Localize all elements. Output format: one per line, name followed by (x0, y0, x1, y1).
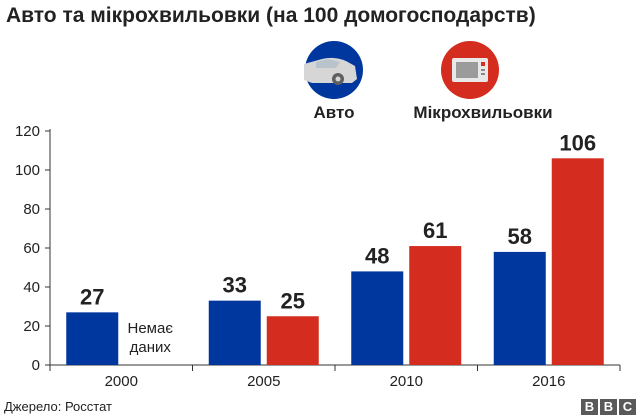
x-tick-label: 2016 (532, 373, 565, 390)
bar-value-label: 33 (223, 273, 247, 298)
bar-microwaves-2005 (266, 316, 319, 365)
legend-item-cars: Авто (304, 41, 363, 122)
y-tick-label: 60 (23, 240, 40, 257)
x-tick-label: 2005 (247, 373, 280, 390)
y-tick-label: 120 (15, 123, 40, 140)
bar-cars-2010 (351, 271, 404, 365)
bar-value-label: 58 (508, 224, 532, 249)
no-data-label: даних (130, 339, 172, 356)
car-icon (304, 57, 357, 85)
bar-value-label: 61 (423, 218, 447, 243)
y-tick-label: 0 (32, 357, 40, 374)
bbc-logo-letter: C (619, 399, 636, 415)
microwave-icon (452, 58, 488, 82)
legend-microwaves-label: Мікрохвильовки (413, 103, 552, 122)
bar-microwaves-2016 (551, 158, 604, 365)
legend-item-microwaves: Мікрохвильовки (413, 41, 553, 122)
bar-cars-2016 (493, 251, 546, 365)
no-data-label: Немає (128, 320, 174, 337)
y-tick-label: 80 (23, 201, 40, 218)
x-axis: 2000 2005 2010 2016 (49, 364, 621, 390)
bbc-logo: B B C (581, 399, 636, 415)
bar-value-label: 25 (281, 288, 305, 313)
bar-value-label: 48 (365, 243, 389, 268)
source-text: Джерело: Росстат (4, 399, 112, 414)
x-tick-label: 2010 (390, 373, 423, 390)
legend: Авто Мікрохвильовки (304, 41, 553, 122)
bar-value-label: 106 (559, 130, 596, 155)
y-axis: 0 20 40 60 80 100 120 (15, 123, 51, 374)
bbc-logo-letter: B (581, 399, 598, 415)
bars: 27 33 25 48 61 58 106 Немає даних (66, 130, 604, 365)
bar-value-label: 27 (80, 284, 104, 309)
y-tick-label: 20 (23, 318, 40, 335)
bar-cars-2000 (66, 312, 119, 365)
y-tick-label: 100 (15, 162, 40, 179)
chart-title: Авто та мікрохвильовки (на 100 домогоспо… (6, 4, 536, 27)
bar-microwaves-2010 (409, 246, 462, 365)
bar-cars-2005 (208, 300, 261, 365)
bbc-logo-letter: B (600, 399, 617, 415)
x-tick-label: 2000 (105, 373, 138, 390)
legend-cars-label: Авто (314, 103, 355, 122)
y-tick-label: 40 (23, 279, 40, 296)
